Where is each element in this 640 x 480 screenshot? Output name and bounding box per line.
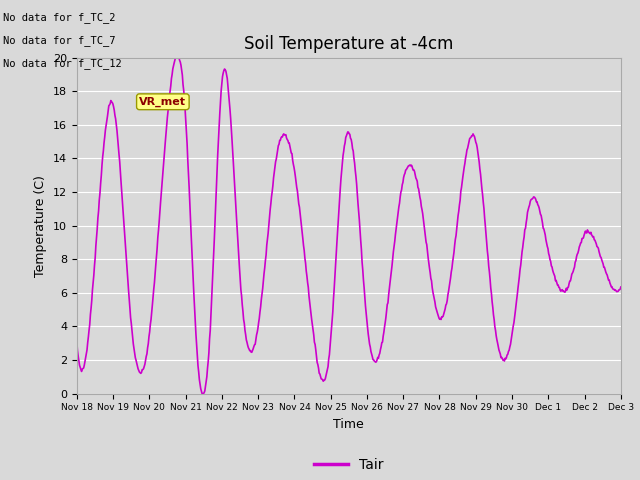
Text: No data for f_TC_7: No data for f_TC_7 — [3, 35, 116, 46]
Legend: Tair: Tair — [308, 453, 390, 478]
X-axis label: Time: Time — [333, 418, 364, 431]
Text: VR_met: VR_met — [140, 96, 186, 107]
Y-axis label: Temperature (C): Temperature (C) — [35, 175, 47, 276]
Text: No data for f_TC_12: No data for f_TC_12 — [3, 58, 122, 69]
Text: No data for f_TC_2: No data for f_TC_2 — [3, 12, 116, 23]
Title: Soil Temperature at -4cm: Soil Temperature at -4cm — [244, 35, 454, 53]
